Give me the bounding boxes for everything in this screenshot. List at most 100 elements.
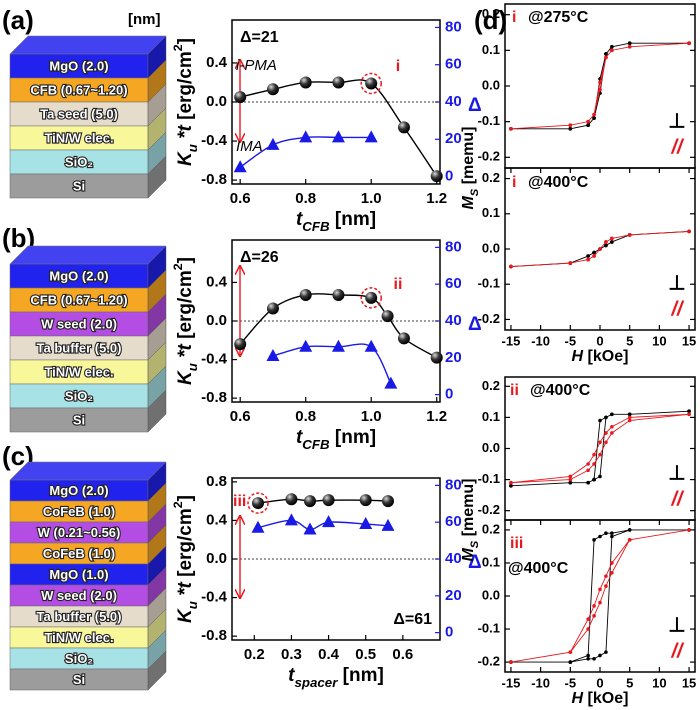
y-tick-label: -0.2	[478, 502, 500, 517]
axis-label: Ku *t [erg/cm2]	[171, 495, 200, 623]
data-point	[509, 484, 513, 488]
layer-label: Si	[73, 178, 85, 193]
data-point	[598, 247, 602, 251]
data-point	[365, 291, 378, 304]
data-point	[687, 229, 691, 234]
data-point	[586, 123, 590, 128]
data-point	[592, 462, 596, 466]
label-part: t	[296, 427, 303, 448]
y-tick-label: 0.1	[482, 42, 500, 57]
x-tick-label: 0.5	[355, 646, 376, 663]
label-part: ]	[175, 38, 196, 44]
data-point	[568, 126, 573, 131]
label-part: [erg/cm	[175, 508, 196, 582]
layer-shade	[148, 546, 166, 585]
x-tick-label: 0	[596, 333, 603, 348]
data-point	[397, 121, 410, 134]
x-tick-label: 5	[626, 333, 633, 348]
data-point	[598, 440, 602, 445]
data-point	[285, 493, 298, 506]
y-tick-label: 0.0	[206, 93, 227, 110]
data-point	[322, 494, 335, 507]
data-point	[604, 531, 608, 536]
layer-label: W seed (2.0)	[41, 316, 117, 331]
layer-label: Ta buffer (5.0)	[37, 609, 122, 624]
legend-label: ⊥	[668, 462, 685, 484]
data-point	[627, 44, 632, 49]
label-part: CFB	[302, 437, 330, 452]
y-tick-label: 0.1	[482, 205, 500, 220]
layer-label: Si	[73, 412, 85, 427]
y2-tick-label: 0	[445, 168, 453, 185]
layer-label: MgO (1.0)	[49, 567, 108, 582]
data-point	[586, 257, 590, 262]
x-tick-label: 0.8	[295, 408, 316, 425]
y2-tick-label: 80	[445, 238, 462, 255]
axis-label: tCFB [nm]	[296, 427, 376, 452]
axis-label: tCFB [nm]	[296, 209, 376, 234]
data-point	[568, 123, 573, 128]
data-point	[687, 41, 691, 46]
data-point	[381, 310, 394, 323]
y-tick-label: 0.8	[206, 473, 227, 490]
y-tick-label: -0.4	[201, 132, 228, 149]
data-point	[365, 77, 378, 90]
data-point	[598, 600, 602, 605]
label-part: 2	[171, 263, 185, 270]
layer-shade	[148, 651, 166, 690]
data-point	[331, 339, 345, 352]
y-tick-label: -0.2	[478, 149, 500, 164]
x-tick-label: 1.0	[361, 408, 382, 425]
data-point	[598, 87, 602, 92]
data-point	[687, 412, 691, 417]
data-point	[322, 515, 336, 528]
x-tick-label: 1.2	[426, 408, 447, 425]
axis-label: H [kOe]	[572, 348, 629, 365]
annotation: IMA	[236, 138, 263, 155]
label-part: t	[296, 209, 303, 230]
label-part: [nm]	[330, 209, 376, 230]
data-point	[568, 480, 573, 485]
label-part: t	[288, 665, 295, 686]
series-line	[510, 42, 690, 130]
legend-label: //	[670, 640, 685, 662]
label-part: H	[572, 690, 584, 707]
legend-label: //	[670, 488, 685, 510]
y2-tick-label: 60	[445, 275, 462, 292]
layer-label: MgO (2.0)	[49, 268, 108, 283]
data-point	[604, 55, 608, 60]
label-part: H	[572, 348, 584, 365]
layer-shade	[148, 318, 166, 360]
y-tick-label: 0.4	[206, 511, 228, 528]
label-part: spacer	[295, 675, 339, 690]
y-tick-label: -0.1	[478, 276, 500, 291]
data-point	[586, 627, 590, 631]
data-point	[331, 130, 345, 143]
layer-shade	[148, 504, 166, 543]
y2-tick-label: 20	[445, 130, 462, 147]
layer-shade	[148, 525, 166, 564]
highlight-circle	[360, 72, 382, 95]
layer-label: CoFeB (1.0)	[43, 504, 115, 519]
data-point	[610, 431, 614, 435]
y-tick-label: -0.1	[478, 471, 500, 486]
data-point	[397, 332, 410, 345]
data-point	[592, 116, 596, 120]
x-tick-label: 0.2	[244, 646, 265, 663]
layer-label: W (0.21~0.56)	[38, 525, 121, 540]
data-point	[509, 264, 513, 269]
label-part: ]	[175, 495, 196, 501]
data-point	[592, 477, 596, 482]
plot-frame	[504, 3, 696, 169]
x-tick-label: 0.6	[392, 646, 413, 663]
label-part: [nm]	[330, 427, 376, 448]
label-part: K	[175, 151, 196, 166]
layer-shade	[148, 483, 166, 522]
data-point	[430, 170, 443, 183]
layer-label: SiO₂	[65, 651, 93, 666]
x-tick-label: -5	[565, 333, 577, 348]
y2-axis-label: Δ	[468, 95, 482, 116]
y-tick-label: -0.4	[201, 589, 228, 606]
label-part: *t	[175, 343, 196, 363]
y-tick-label: -0.1	[478, 620, 500, 635]
